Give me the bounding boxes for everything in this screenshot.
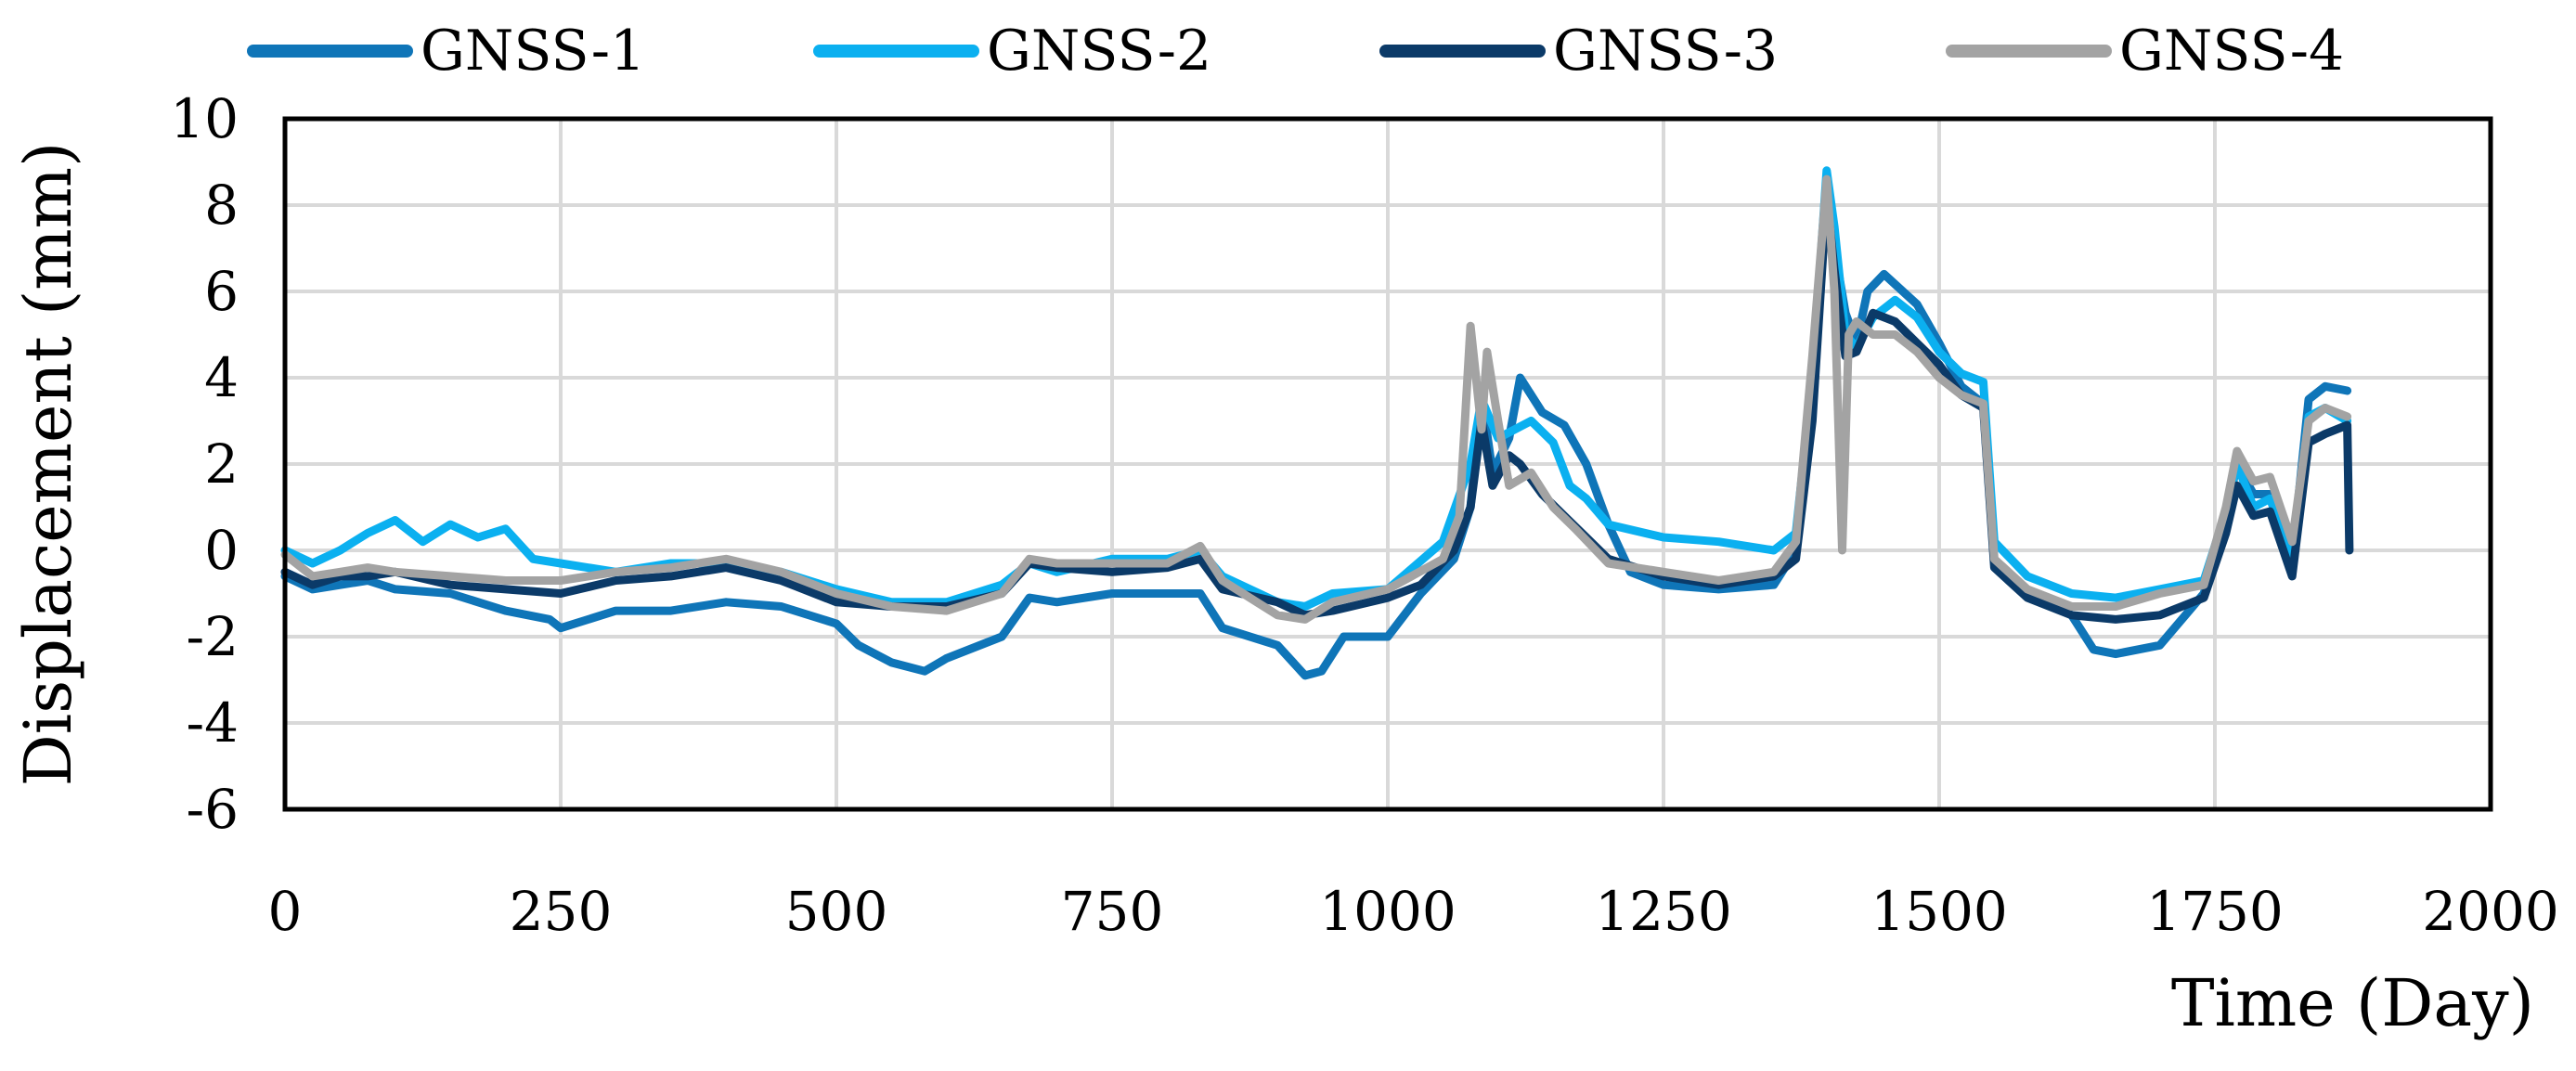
- x-axis-title: Time (Day): [2171, 965, 2534, 1041]
- legend-item-gnss-3: GNSS-3: [1379, 19, 1778, 84]
- y-tick-label: 4: [204, 346, 239, 409]
- x-tick-label: 500: [785, 880, 888, 943]
- grid: [283, 117, 2492, 811]
- legend-label: GNSS-1: [421, 19, 645, 84]
- y-tick-label: 6: [204, 260, 239, 323]
- y-tick-label: -6: [187, 778, 239, 841]
- series-line-gnss-3: [280, 192, 2354, 624]
- x-tick-labels: 0 250 500 750 1000 1250 1500 1750 2000: [268, 880, 2559, 943]
- x-tick-label: 750: [1061, 880, 1164, 943]
- plot-frame: [282, 116, 2493, 812]
- series-line-gnss-4: [280, 174, 2352, 624]
- legend: GNSS-1 GNSS-2 GNSS-3 GNSS-4: [247, 19, 2344, 84]
- x-tick-label: 1750: [2146, 880, 2284, 943]
- y-tick-label: -4: [187, 691, 239, 755]
- x-tick-label: 0: [268, 880, 303, 943]
- x-tick-label: 1000: [1319, 880, 1456, 943]
- x-tick-label: 250: [510, 880, 613, 943]
- legend-label: GNSS-2: [987, 19, 1211, 84]
- legend-label: GNSS-4: [2119, 19, 2344, 84]
- y-tick-label: 10: [170, 87, 239, 150]
- y-tick-label: -2: [187, 605, 239, 668]
- y-tick-label: 8: [204, 174, 239, 237]
- x-tick-label: 1500: [1871, 880, 2008, 943]
- x-tick-label: 1250: [1595, 880, 1732, 943]
- legend-item-gnss-4: GNSS-4: [1946, 19, 2344, 84]
- y-tick-label: 2: [204, 432, 239, 496]
- y-axis-title: Displacement (mm): [10, 142, 86, 787]
- x-tick-label: 2000: [2422, 880, 2559, 943]
- legend-label: GNSS-3: [1553, 19, 1778, 84]
- legend-item-gnss-1: GNSS-1: [247, 19, 645, 84]
- y-tick-labels: 10 8 6 4 2 0 -2 -4 -6: [170, 87, 239, 841]
- series-layer: [280, 166, 2354, 680]
- y-tick-label: 0: [204, 519, 239, 582]
- series-line-gnss-2: [280, 166, 2352, 611]
- series-line-gnss-1: [280, 179, 2352, 680]
- legend-item-gnss-2: GNSS-2: [813, 19, 1211, 84]
